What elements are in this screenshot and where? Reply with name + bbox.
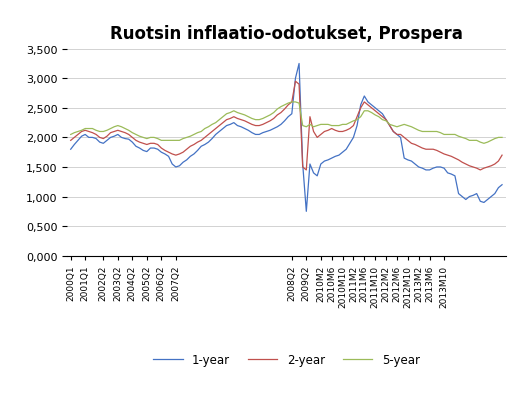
5-year (311, 125, 317, 130)
Line: 5-year: 5-year (71, 103, 502, 144)
2-year (158, 146, 165, 151)
2-year (492, 162, 498, 167)
5-year (184, 135, 190, 140)
2-year (184, 147, 190, 152)
2-year (303, 168, 310, 173)
5-year (368, 111, 375, 116)
1-year (492, 192, 498, 197)
1-year (499, 183, 505, 188)
5-year (499, 135, 505, 140)
5-year (492, 137, 498, 142)
5-year (289, 100, 295, 105)
1-year (415, 165, 422, 170)
2-year (372, 109, 378, 114)
1-year (296, 62, 302, 67)
2-year (293, 80, 299, 85)
5-year (68, 133, 74, 138)
1-year (158, 150, 165, 155)
1-year (314, 174, 320, 179)
Title: Ruotsin inflaatio-odotukset, Prospera: Ruotsin inflaatio-odotukset, Prospera (110, 24, 463, 43)
Legend: 1-year, 2-year, 5-year: 1-year, 2-year, 5-year (149, 349, 424, 371)
1-year (372, 106, 378, 111)
2-year (314, 135, 320, 140)
1-year (184, 158, 190, 163)
2-year (415, 145, 422, 150)
5-year (481, 142, 487, 147)
2-year (499, 153, 505, 158)
5-year (158, 138, 165, 143)
2-year (68, 138, 74, 143)
Line: 1-year: 1-year (71, 64, 502, 212)
Line: 2-year: 2-year (71, 82, 502, 171)
5-year (412, 127, 418, 132)
1-year (303, 209, 310, 214)
1-year (68, 147, 74, 152)
